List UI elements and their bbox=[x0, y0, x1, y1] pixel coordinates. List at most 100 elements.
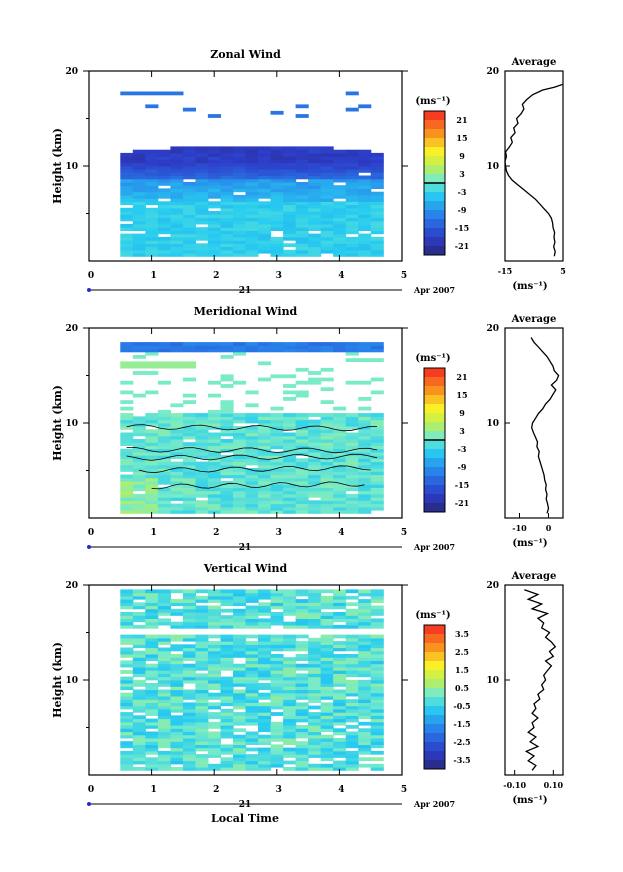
heatmap-cell bbox=[233, 624, 247, 629]
heatmap-cell bbox=[145, 201, 159, 206]
heatmap-cell bbox=[157, 461, 171, 466]
heatmap-cell bbox=[320, 715, 334, 720]
heatmap-cell bbox=[157, 474, 171, 479]
heatmap-cell bbox=[120, 718, 134, 723]
colorbar-swatch bbox=[424, 404, 445, 414]
colorbar-swatch bbox=[424, 138, 445, 148]
heatmap-cell bbox=[308, 696, 322, 700]
heatmap-cell bbox=[270, 618, 284, 623]
heatmap-cell bbox=[320, 246, 334, 251]
heatmap-cell bbox=[295, 240, 309, 244]
heatmap-cell bbox=[333, 432, 347, 437]
heatmap-cell bbox=[320, 175, 334, 180]
heatmap-cell bbox=[358, 734, 372, 739]
heatmap-cell bbox=[170, 240, 184, 244]
heatmap-cell bbox=[120, 426, 134, 430]
heatmap-cell bbox=[320, 146, 334, 151]
heatmap-cells bbox=[120, 589, 384, 771]
heatmap-cell bbox=[170, 493, 184, 498]
heatmap-cell bbox=[132, 506, 146, 511]
heatmap-cell bbox=[157, 204, 171, 209]
heatmap-cell bbox=[132, 654, 146, 658]
heatmap-cell bbox=[170, 233, 184, 238]
heatmap-cell bbox=[207, 422, 221, 427]
heatmap-cell bbox=[145, 731, 159, 736]
heatmap-cell bbox=[233, 435, 247, 440]
heatmap-cell bbox=[370, 592, 384, 597]
heatmap-cell bbox=[182, 432, 196, 437]
heatmap-cell bbox=[132, 432, 146, 437]
heatmap-cell bbox=[283, 477, 297, 482]
heatmap-cell bbox=[157, 468, 171, 472]
heatmap-cell bbox=[157, 506, 171, 511]
heatmap-cell bbox=[358, 618, 372, 623]
heatmap-cell bbox=[283, 660, 297, 665]
heatmap-cell bbox=[333, 592, 347, 597]
heatmap-cell bbox=[182, 738, 196, 742]
heatmap-cell bbox=[358, 644, 372, 649]
heatmap-cell bbox=[233, 236, 247, 241]
heatmap-cell bbox=[157, 741, 171, 745]
heatmap-cell bbox=[345, 673, 359, 678]
heatmap-cell bbox=[220, 384, 234, 388]
heatmap-cell bbox=[333, 696, 347, 700]
heatmap-cell bbox=[345, 595, 359, 600]
heatmap-cell bbox=[120, 169, 134, 173]
heatmap-cell bbox=[270, 439, 284, 443]
heatmap-cell bbox=[258, 413, 272, 417]
heatmap-cell bbox=[320, 159, 334, 164]
heatmap-cell bbox=[345, 451, 359, 456]
colorbar-swatch bbox=[424, 377, 445, 387]
heatmap-cell bbox=[233, 175, 247, 180]
heatmap-cell bbox=[333, 490, 347, 495]
heatmap-cell bbox=[145, 592, 159, 597]
heatmap-cell bbox=[283, 188, 297, 193]
heatmap-cell bbox=[308, 429, 322, 434]
heatmap-cell bbox=[132, 194, 146, 199]
heatmap-cell bbox=[320, 763, 334, 768]
heatmap-cell bbox=[157, 721, 171, 726]
heatmap-cell bbox=[345, 679, 359, 684]
heatmap-cell bbox=[345, 426, 359, 430]
heatmap-cell bbox=[258, 754, 272, 758]
colorbar-swatch bbox=[424, 386, 445, 396]
heatmap-cell bbox=[283, 162, 297, 167]
heatmap-cell bbox=[308, 172, 322, 177]
heatmap-cell bbox=[270, 214, 284, 219]
heatmap-cell bbox=[308, 149, 322, 154]
heatmap-cell bbox=[207, 461, 221, 466]
heatmap-cell bbox=[120, 634, 134, 639]
heatmap-cell bbox=[157, 503, 171, 508]
heatmap-cell bbox=[345, 477, 359, 482]
heatmap-cell bbox=[182, 413, 196, 417]
heatmap-cell bbox=[157, 763, 171, 768]
heatmap-cell bbox=[258, 361, 272, 366]
heatmap-cell bbox=[157, 471, 171, 476]
heatmap-cell bbox=[195, 198, 209, 202]
colorbar-tick-label: 3 bbox=[459, 426, 465, 436]
day-label: 21 bbox=[239, 800, 252, 810]
heatmap-cell bbox=[345, 621, 359, 626]
heatmap-cell bbox=[345, 725, 359, 729]
heatmap-cell bbox=[220, 510, 234, 514]
heatmap-cell bbox=[370, 683, 384, 687]
heatmap-cell bbox=[220, 409, 234, 414]
heatmap-cell bbox=[333, 448, 347, 453]
x-tick-label: 1 bbox=[150, 528, 156, 538]
x-tick-label: 2 bbox=[213, 785, 219, 795]
heatmap-cell bbox=[308, 371, 322, 375]
heatmap-cell bbox=[283, 747, 297, 752]
heatmap-cell bbox=[195, 721, 209, 726]
heatmap-cell bbox=[308, 747, 322, 752]
heatmap-cell bbox=[283, 602, 297, 607]
heatmap-cell bbox=[320, 236, 334, 241]
heatmap-cell bbox=[270, 721, 284, 726]
heatmap-cell bbox=[157, 738, 171, 742]
heatmap-cell bbox=[195, 510, 209, 514]
heatmap-cell bbox=[157, 621, 171, 626]
heatmap-cell bbox=[120, 757, 134, 762]
heatmap-cell bbox=[182, 416, 196, 421]
heatmap-cell bbox=[283, 422, 297, 427]
heatmap-cell bbox=[195, 165, 209, 170]
heatmap-cell bbox=[308, 227, 322, 231]
